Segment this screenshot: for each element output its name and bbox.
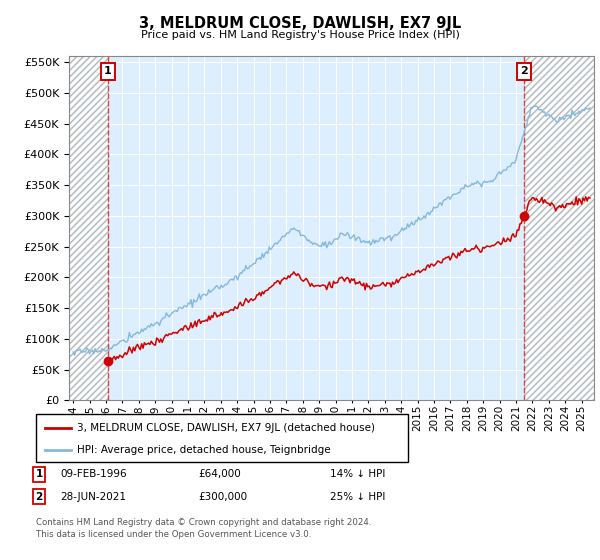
Text: HPI: Average price, detached house, Teignbridge: HPI: Average price, detached house, Teig…	[77, 445, 331, 455]
Bar	[524, 56, 594, 400]
Text: 3, MELDRUM CLOSE, DAWLISH, EX7 9JL: 3, MELDRUM CLOSE, DAWLISH, EX7 9JL	[139, 16, 461, 31]
Text: 2: 2	[520, 67, 528, 77]
FancyBboxPatch shape	[36, 414, 408, 462]
Text: 14% ↓ HPI: 14% ↓ HPI	[330, 469, 385, 479]
Text: 1: 1	[35, 469, 43, 479]
Text: 1: 1	[104, 67, 112, 77]
Text: Price paid vs. HM Land Registry's House Price Index (HPI): Price paid vs. HM Land Registry's House …	[140, 30, 460, 40]
Bar	[69, 56, 108, 400]
Text: 28-JUN-2021: 28-JUN-2021	[60, 492, 126, 502]
Text: 09-FEB-1996: 09-FEB-1996	[60, 469, 127, 479]
Text: 3, MELDRUM CLOSE, DAWLISH, EX7 9JL (detached house): 3, MELDRUM CLOSE, DAWLISH, EX7 9JL (deta…	[77, 423, 375, 433]
Text: £64,000: £64,000	[198, 469, 241, 479]
Text: £300,000: £300,000	[198, 492, 247, 502]
Text: 2: 2	[35, 492, 43, 502]
Text: Contains HM Land Registry data © Crown copyright and database right 2024.
This d: Contains HM Land Registry data © Crown c…	[36, 518, 371, 539]
Text: 25% ↓ HPI: 25% ↓ HPI	[330, 492, 385, 502]
